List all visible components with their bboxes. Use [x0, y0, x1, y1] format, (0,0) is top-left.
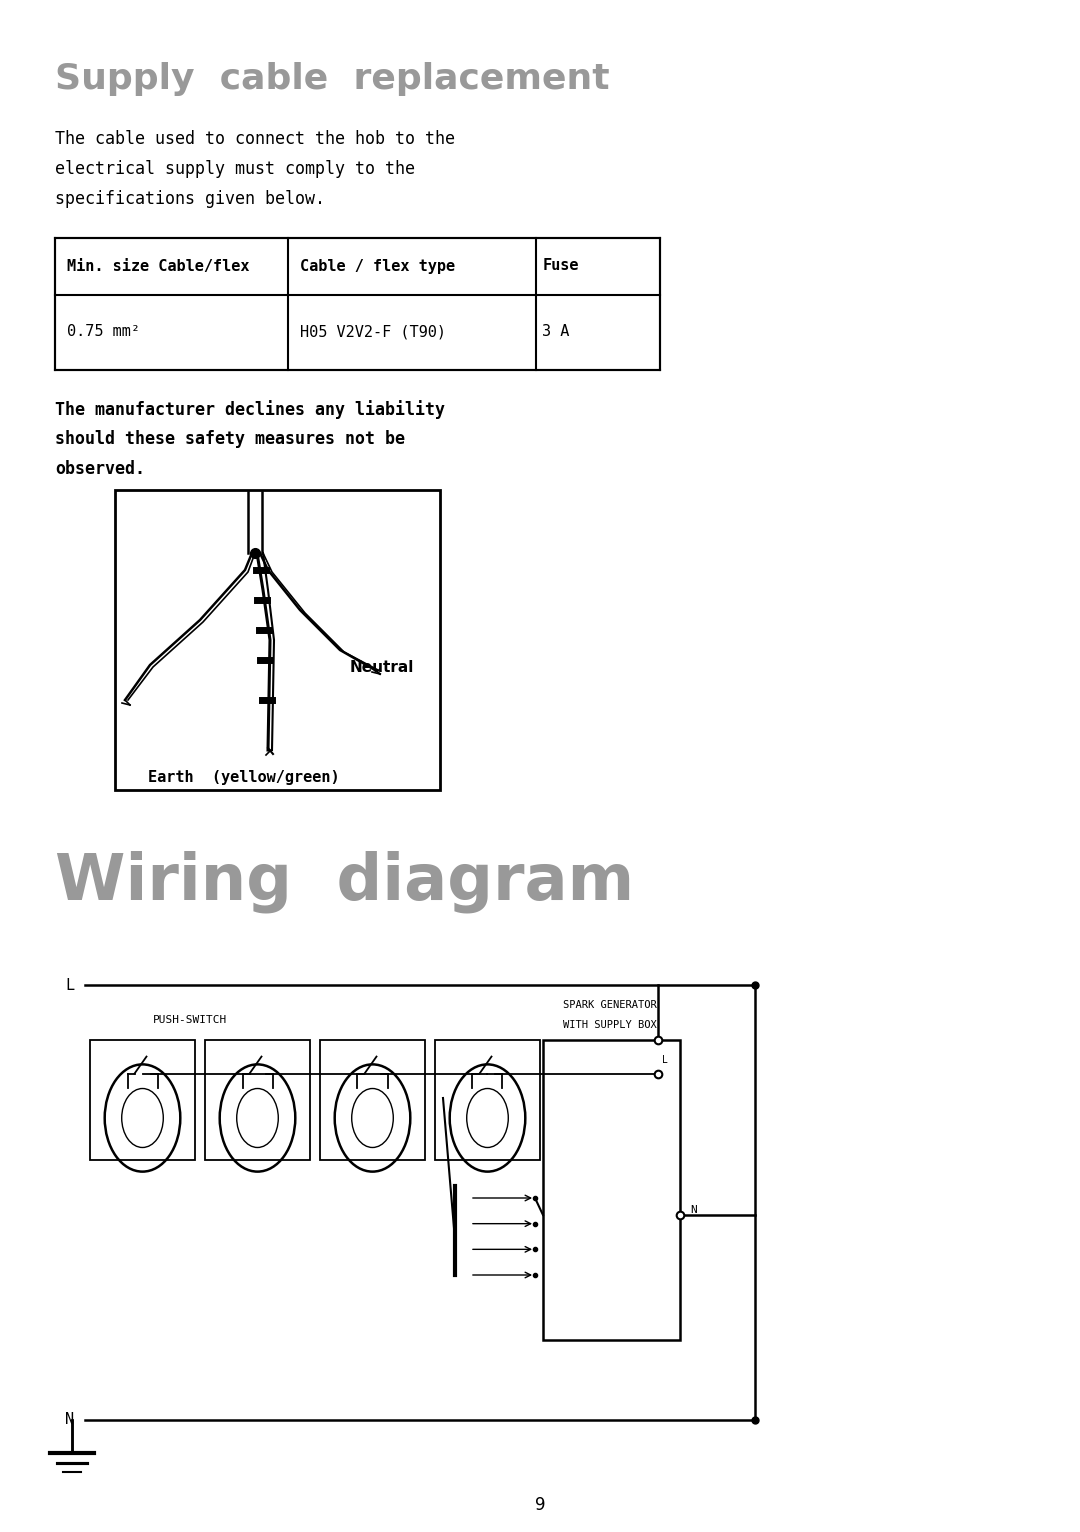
Bar: [435, 1040, 540, 1160]
Text: 0.75 mm²: 0.75 mm²: [67, 325, 139, 340]
Text: N: N: [690, 1206, 697, 1215]
Text: H05 V2V2-F (T90): H05 V2V2-F (T90): [300, 325, 446, 340]
Bar: [320, 1040, 426, 1160]
Bar: [90, 1040, 195, 1160]
Text: Cable / flex type: Cable / flex type: [300, 259, 456, 274]
Text: PUSH-SWITCH: PUSH-SWITCH: [153, 1016, 227, 1025]
Text: 3 A: 3 A: [542, 325, 569, 340]
Text: WITH SUPPLY BOX: WITH SUPPLY BOX: [563, 1020, 657, 1030]
Text: Min. size Cable/flex: Min. size Cable/flex: [67, 259, 249, 274]
Text: Wiring  diagram: Wiring diagram: [55, 850, 634, 913]
Text: Earth  (yellow/green): Earth (yellow/green): [148, 771, 339, 784]
Bar: [55, 237, 660, 371]
Text: should these safety measures not be: should these safety measures not be: [55, 430, 405, 447]
Bar: [205, 1040, 310, 1160]
Bar: [543, 1040, 680, 1340]
Text: SPARK GENERATOR: SPARK GENERATOR: [563, 1000, 657, 1010]
Text: observed.: observed.: [55, 460, 145, 478]
Bar: [114, 490, 440, 791]
Text: Supply  cable  replacement: Supply cable replacement: [55, 61, 609, 97]
Text: Fuse: Fuse: [542, 259, 579, 274]
Text: The manufacturer declines any liability: The manufacturer declines any liability: [55, 400, 445, 418]
Text: L: L: [65, 977, 75, 993]
Text: L: L: [662, 1056, 667, 1065]
Text: 9: 9: [535, 1497, 545, 1514]
Text: N: N: [65, 1413, 75, 1428]
Text: Neutral: Neutral: [350, 660, 415, 676]
Text: specifications given below.: specifications given below.: [55, 190, 325, 208]
Text: electrical supply must comply to the: electrical supply must comply to the: [55, 159, 415, 178]
Text: The cable used to connect the hob to the: The cable used to connect the hob to the: [55, 130, 455, 149]
